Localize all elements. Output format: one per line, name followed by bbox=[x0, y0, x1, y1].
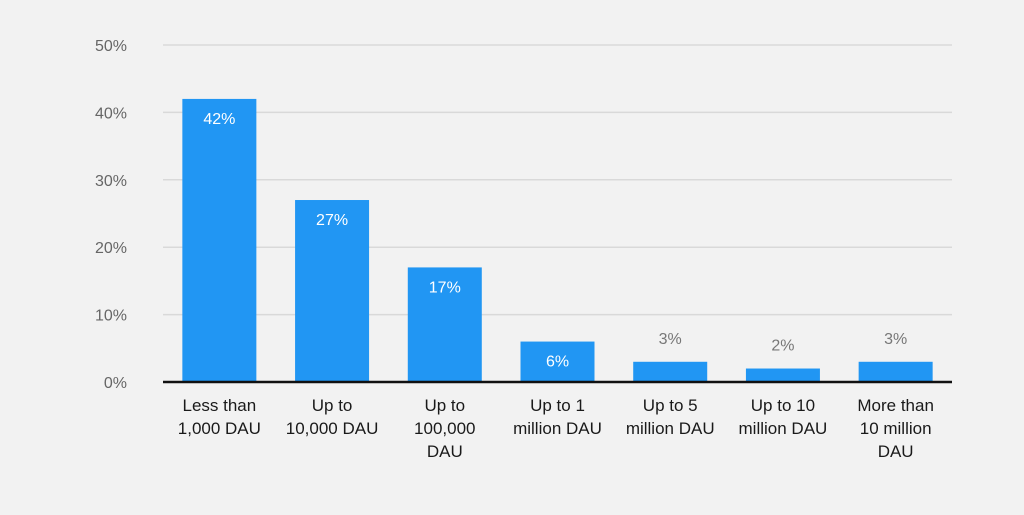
category-label: Up to 10,000 DAU bbox=[286, 396, 379, 438]
category-label-line: Up to 5 bbox=[643, 396, 698, 415]
category-label-line: DAU bbox=[427, 442, 463, 461]
bar bbox=[745, 368, 820, 382]
y-tick-label: 50% bbox=[95, 38, 127, 55]
category-label-line: Less than bbox=[182, 396, 256, 415]
data-labels: 42% 27% 17% 6% 3% 2% 3% bbox=[203, 111, 907, 371]
category-label-line: Up to bbox=[424, 396, 465, 415]
bar bbox=[858, 361, 933, 382]
data-label: 3% bbox=[659, 331, 682, 348]
bar bbox=[295, 200, 370, 382]
data-label: 17% bbox=[429, 279, 461, 296]
gridlines bbox=[163, 44, 952, 316]
category-label-line: 1,000 DAU bbox=[178, 419, 261, 438]
category-label: Up to 1 million DAU bbox=[513, 396, 602, 438]
x-axis-categories: Less than 1,000 DAU Up to 10,000 DAU Up to 10… bbox=[178, 396, 934, 461]
y-tick-label: 30% bbox=[95, 173, 127, 190]
category-label: Up to 5 million DAU bbox=[626, 396, 715, 438]
category-label-line: 100,000 bbox=[414, 419, 475, 438]
bar bbox=[182, 98, 257, 383]
bar bbox=[407, 267, 482, 382]
bar bbox=[520, 341, 595, 382]
y-tick-label: 0% bbox=[104, 375, 127, 392]
bar bbox=[633, 361, 708, 382]
category-label: Less than 1,000 DAU bbox=[178, 396, 261, 438]
category-label-line: More than bbox=[857, 396, 934, 415]
bars bbox=[182, 98, 933, 383]
y-tick-label: 10% bbox=[95, 308, 127, 325]
y-axis-ticks: 0% 10% 20% 30% 40% 50% bbox=[95, 38, 127, 392]
data-label: 6% bbox=[546, 354, 569, 371]
category-label-line: million DAU bbox=[513, 419, 602, 438]
category-label-line: DAU bbox=[878, 442, 914, 461]
category-label-line: Up to 10 bbox=[751, 396, 815, 415]
data-label: 3% bbox=[884, 331, 907, 348]
category-label-line: Up to 1 bbox=[530, 396, 585, 415]
category-label-line: Up to bbox=[312, 396, 353, 415]
category-label: Up to 100,000 DAU bbox=[414, 396, 475, 461]
data-label: 42% bbox=[203, 111, 235, 128]
category-label-line: 10,000 DAU bbox=[286, 419, 379, 438]
category-label-line: million DAU bbox=[626, 419, 715, 438]
category-label-line: 10 million bbox=[860, 419, 932, 438]
category-label-line: million DAU bbox=[739, 419, 828, 438]
y-tick-label: 20% bbox=[95, 240, 127, 257]
y-tick-label: 40% bbox=[95, 105, 127, 122]
data-label: 27% bbox=[316, 212, 348, 229]
category-label: More than 10 million DAU bbox=[857, 396, 934, 461]
data-label: 2% bbox=[771, 338, 794, 355]
category-label: Up to 10 million DAU bbox=[739, 396, 828, 438]
